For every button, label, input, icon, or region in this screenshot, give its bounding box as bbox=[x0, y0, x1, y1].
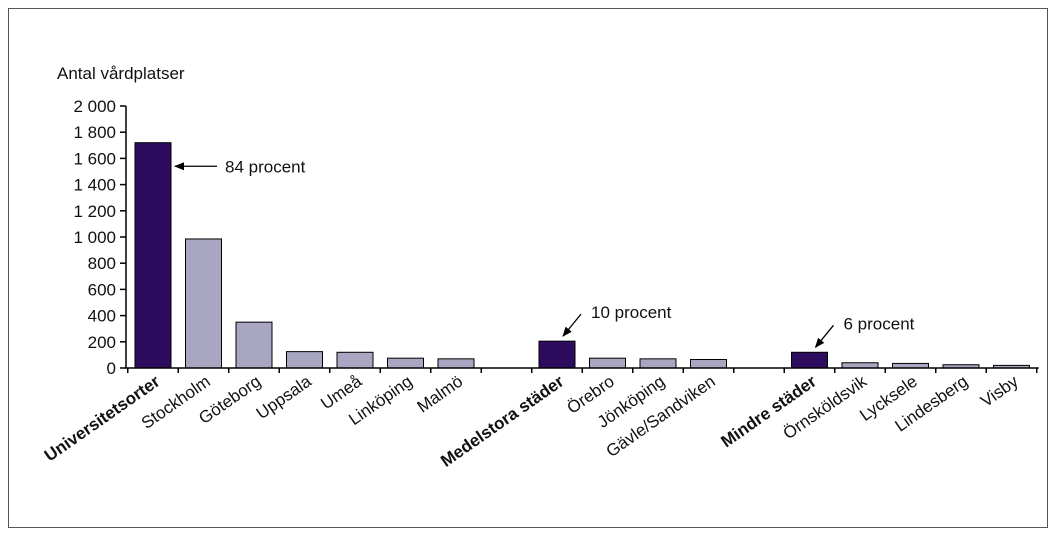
bar-mindre-städer bbox=[791, 351, 828, 369]
y-tick-label: 1 800 bbox=[73, 123, 116, 142]
x-axis-labels: UniversitetsorterStockholmGöteborgUppsal… bbox=[41, 371, 1022, 470]
y-axis-label: Antal vårdplatser bbox=[57, 64, 185, 83]
bar-umeå bbox=[336, 351, 374, 369]
bar-gävle-sandviken bbox=[690, 358, 727, 369]
bar-medelstora-städer bbox=[538, 340, 576, 369]
x-tick-label: Uppsala bbox=[253, 371, 315, 423]
y-axis: 0 200 400 600 800 1 000 1 200 1 400 1 600 1 800 2 … bbox=[73, 97, 127, 378]
bar-chart: Antal vårdplatser 0 200 400 600 800 1 000 1 20… bbox=[41, 64, 1039, 471]
bar-örnsköldsvik bbox=[841, 362, 879, 369]
y-tick-label: 200 bbox=[88, 333, 116, 352]
x-tick-label: Malmö bbox=[414, 372, 467, 417]
y-tick-label: 800 bbox=[88, 254, 116, 273]
bar-jönköping bbox=[639, 358, 677, 369]
annotation-label: 10 procent bbox=[591, 303, 672, 322]
y-tick-label: 1 200 bbox=[73, 202, 116, 221]
y-tick-label: 0 bbox=[107, 359, 116, 378]
bar-uppsala bbox=[286, 351, 323, 369]
annotation-arrow bbox=[562, 313, 582, 337]
bar-universitetsorter bbox=[134, 142, 172, 369]
bar-linköping bbox=[387, 357, 424, 369]
bar-örebro bbox=[589, 357, 626, 369]
y-tick-label: 1 400 bbox=[73, 176, 116, 195]
y-tick-label: 2 000 bbox=[73, 97, 116, 116]
annotation-label: 6 procent bbox=[844, 314, 915, 333]
chart-frame: Antal vårdplatser 0 200 400 600 800 1 000 1 20… bbox=[8, 8, 1048, 528]
annotation-label: 84 procent bbox=[225, 157, 306, 176]
y-tick-label: 400 bbox=[88, 307, 116, 326]
annotation-arrow bbox=[814, 324, 835, 349]
bar-göteborg bbox=[235, 321, 273, 369]
y-tick-label: 600 bbox=[88, 280, 116, 299]
bars bbox=[134, 142, 1030, 369]
y-tick-label: 1 000 bbox=[73, 228, 116, 247]
bar-malmö bbox=[437, 358, 475, 369]
y-tick-label: 1 600 bbox=[73, 149, 116, 168]
annotations: 84 procent 10 procent 6 procent bbox=[174, 157, 915, 349]
x-axis bbox=[126, 367, 1039, 373]
x-tick-label: Visby bbox=[977, 371, 1022, 411]
bar-stockholm bbox=[185, 238, 222, 369]
